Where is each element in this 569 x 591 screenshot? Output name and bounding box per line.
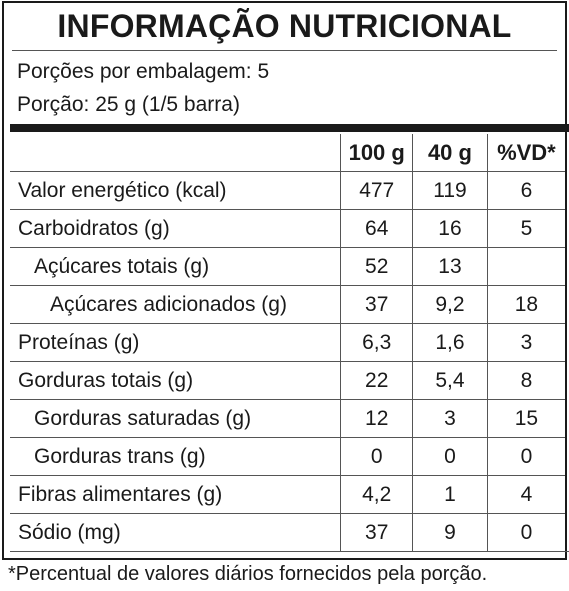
table-header-row: 100 g 40 g %VD*: [10, 134, 565, 172]
footnote: *Percentual de valores diários fornecido…: [8, 563, 488, 585]
nutrient-name: Gorduras totais (g): [10, 361, 341, 400]
value-40g: 3: [412, 399, 488, 438]
table-row: Fibras alimentares (g) 4,2 1 4: [10, 475, 565, 514]
value-100g: 64: [340, 209, 413, 248]
value-100g: 52: [340, 247, 413, 286]
table-row: Gorduras trans (g) 0 0 0: [10, 437, 565, 476]
value-40g: 13: [412, 247, 488, 286]
value-percent-dv: 3: [486, 323, 565, 362]
value-40g: 9: [412, 513, 488, 551]
table-row: Gorduras totais (g) 22 5,4 8: [10, 361, 565, 400]
divider: [12, 50, 557, 51]
table-row: Proteínas (g) 6,3 1,6 3: [10, 323, 565, 362]
nutrient-name: Valor energético (kcal): [10, 171, 341, 210]
value-40g: 1: [412, 475, 488, 514]
table-row: Açúcares adicionados (g) 37 9,2 18: [10, 285, 565, 324]
value-40g: 119: [412, 171, 488, 210]
nutrition-table: 100 g 40 g %VD* Valor energético (kcal) …: [10, 134, 565, 551]
value-100g: 0: [340, 437, 413, 476]
serving-size: Porção: 25 g (1/5 barra): [17, 93, 240, 116]
value-percent-dv: 15: [486, 399, 565, 438]
value-40g: 1,6: [412, 323, 488, 362]
table-row: Açúcares totais (g) 52 13: [10, 247, 565, 286]
label-title: INFORMAÇÃO NUTRICIONAL: [57, 8, 512, 44]
nutrient-name: Sódio (mg): [10, 513, 341, 551]
table-row: Sódio (mg) 37 9 0: [10, 513, 565, 551]
table-row: Gorduras saturadas (g) 12 3 15: [10, 399, 565, 438]
nutrient-name: Gorduras saturadas (g): [10, 399, 341, 438]
value-percent-dv: 18: [486, 285, 565, 324]
label-border: INFORMAÇÃO NUTRICIONAL Porções por embal…: [2, 1, 567, 560]
value-percent-dv: 0: [486, 437, 565, 476]
value-100g: 477: [340, 171, 413, 210]
value-percent-dv: [486, 247, 565, 286]
thick-divider: [10, 124, 569, 132]
value-100g: 4,2: [340, 475, 413, 514]
value-percent-dv: 6: [486, 171, 565, 210]
table-row: Valor energético (kcal) 477 119 6: [10, 171, 565, 210]
nutrient-name: Açúcares adicionados (g): [10, 285, 341, 324]
value-percent-dv: 0: [486, 513, 565, 551]
value-40g: 9,2: [412, 285, 488, 324]
value-100g: 37: [340, 285, 413, 324]
value-100g: 6,3: [340, 323, 413, 362]
value-percent-dv: 4: [486, 475, 565, 514]
value-100g: 12: [340, 399, 413, 438]
nutrient-name: Carboidratos (g): [10, 209, 341, 248]
value-40g: 16: [412, 209, 488, 248]
header-100g: 100 g: [340, 134, 413, 172]
value-40g: 0: [412, 437, 488, 476]
table-row: Carboidratos (g) 64 16 5: [10, 209, 565, 248]
value-percent-dv: 8: [486, 361, 565, 400]
nutrient-name: Fibras alimentares (g): [10, 475, 341, 514]
bottom-divider: [10, 551, 569, 552]
nutrient-name: Açúcares totais (g): [10, 247, 341, 286]
header-40g: 40 g: [412, 134, 488, 172]
nutrient-name: Proteínas (g): [10, 323, 341, 362]
value-percent-dv: 5: [486, 209, 565, 248]
header-percent-dv: %VD*: [486, 134, 565, 172]
nutrient-name: Gorduras trans (g): [10, 437, 341, 476]
header-nutrient: [10, 134, 341, 172]
value-40g: 5,4: [412, 361, 488, 400]
value-100g: 37: [340, 513, 413, 551]
value-100g: 22: [340, 361, 413, 400]
servings-per-package: Porções por embalagem: 5: [17, 60, 270, 83]
